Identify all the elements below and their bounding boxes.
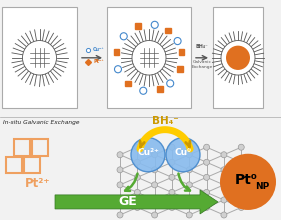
Circle shape	[186, 167, 192, 173]
Circle shape	[169, 144, 175, 150]
Circle shape	[117, 152, 123, 158]
Circle shape	[131, 138, 165, 172]
Circle shape	[204, 204, 210, 211]
Circle shape	[120, 33, 127, 40]
Circle shape	[169, 174, 175, 180]
Circle shape	[152, 152, 158, 158]
Circle shape	[221, 212, 227, 218]
Circle shape	[151, 21, 158, 28]
Circle shape	[221, 197, 227, 203]
Circle shape	[204, 174, 210, 180]
Text: NP: NP	[255, 182, 269, 191]
Text: Galvanic: Galvanic	[192, 60, 211, 64]
Text: Cu²⁺: Cu²⁺	[137, 148, 159, 157]
Circle shape	[221, 167, 227, 173]
Circle shape	[152, 182, 158, 188]
Circle shape	[238, 174, 244, 180]
Circle shape	[117, 197, 123, 203]
Bar	[2, 7, 77, 108]
Text: Cu²⁺: Cu²⁺	[93, 47, 105, 52]
Circle shape	[140, 87, 147, 94]
Bar	[213, 7, 263, 108]
Circle shape	[117, 182, 123, 188]
Circle shape	[204, 159, 210, 165]
Circle shape	[117, 167, 123, 173]
Circle shape	[221, 182, 227, 188]
Circle shape	[169, 204, 175, 211]
Circle shape	[186, 182, 192, 188]
Circle shape	[134, 189, 140, 195]
Circle shape	[238, 159, 244, 165]
Circle shape	[134, 144, 140, 150]
Circle shape	[132, 40, 166, 75]
Text: In-situ Galvanic Exchange: In-situ Galvanic Exchange	[3, 120, 80, 125]
Circle shape	[204, 189, 210, 195]
Circle shape	[186, 152, 192, 158]
Circle shape	[226, 46, 250, 70]
Circle shape	[238, 204, 244, 211]
Polygon shape	[55, 190, 218, 214]
Circle shape	[134, 174, 140, 180]
Text: Pt²⁺: Pt²⁺	[25, 177, 51, 190]
Text: Exchange: Exchange	[191, 65, 213, 69]
Circle shape	[221, 152, 227, 158]
Circle shape	[169, 189, 175, 195]
Circle shape	[134, 204, 140, 211]
Circle shape	[204, 144, 210, 150]
Circle shape	[220, 154, 276, 210]
Circle shape	[238, 189, 244, 195]
Text: GE: GE	[118, 195, 137, 208]
Circle shape	[166, 138, 200, 172]
Circle shape	[186, 197, 192, 203]
Circle shape	[221, 40, 255, 75]
Circle shape	[167, 80, 174, 87]
Circle shape	[22, 40, 56, 75]
Text: Pt⁰: Pt⁰	[235, 173, 257, 187]
Bar	[107, 7, 191, 108]
Text: Cu⁰: Cu⁰	[175, 148, 191, 157]
Circle shape	[152, 197, 158, 203]
Circle shape	[186, 212, 192, 218]
Circle shape	[114, 66, 121, 73]
Circle shape	[134, 159, 140, 165]
Text: BH₄⁻: BH₄⁻	[152, 116, 178, 126]
Circle shape	[117, 212, 123, 218]
Circle shape	[152, 212, 158, 218]
Text: BH₄⁻: BH₄⁻	[196, 44, 209, 49]
Circle shape	[152, 167, 158, 173]
Circle shape	[169, 159, 175, 165]
Circle shape	[238, 144, 244, 150]
Circle shape	[174, 38, 181, 45]
Text: Pt²⁺: Pt²⁺	[93, 59, 104, 64]
